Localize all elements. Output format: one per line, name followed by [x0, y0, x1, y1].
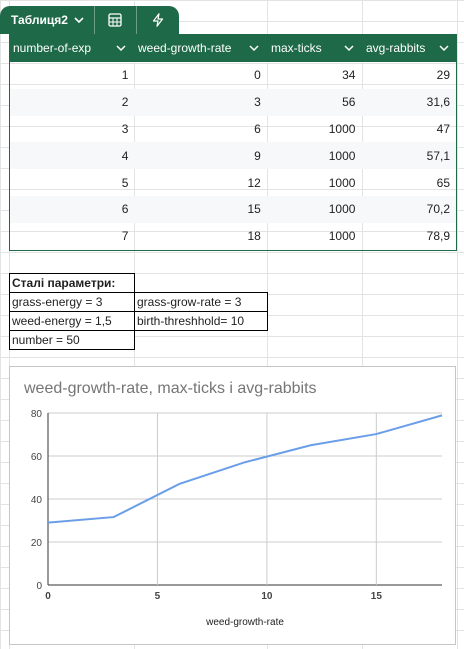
param-grass-grow-rate[interactable]: grass-grow-rate = 3	[134, 292, 268, 312]
header-avg-rabbits[interactable]: avg-rabbits	[362, 34, 457, 62]
cell[interactable]: 31,6	[426, 95, 450, 110]
table-name: Таблиця2	[11, 13, 68, 27]
header-weed-growth-rate[interactable]: weed-growth-rate	[134, 34, 267, 62]
header-label: number-of-exp	[13, 41, 92, 55]
cell[interactable]: 1000	[328, 175, 356, 190]
header-label: max-ticks	[271, 41, 322, 55]
x-tick-label: 15	[371, 591, 383, 602]
chevron-down-icon	[74, 17, 84, 23]
header-max-ticks[interactable]: max-ticks	[267, 34, 362, 62]
table-header: number-of-exp weed-growth-rate max-ticks…	[9, 34, 457, 62]
line-chart[interactable]: weed-growth-rate, max-ticks і avg-rabbit…	[9, 366, 456, 645]
cell[interactable]: 6	[121, 202, 129, 217]
cell[interactable]: 6	[254, 121, 261, 136]
cell[interactable]: 1000	[328, 229, 356, 244]
cell[interactable]: 57,1	[426, 148, 450, 163]
x-tick-label: 5	[155, 591, 161, 602]
header-label: avg-rabbits	[366, 41, 426, 55]
table-row[interactable]: 2 3 56 31,6	[10, 88, 456, 116]
x-tick-label: 0	[45, 591, 51, 602]
cell[interactable]: 4	[121, 148, 129, 163]
cell[interactable]: 1000	[328, 148, 356, 163]
cell[interactable]: 65	[436, 175, 450, 190]
param-number[interactable]: number = 50	[9, 330, 135, 350]
header-number-of-exp[interactable]: number-of-exp	[9, 34, 134, 62]
table-row[interactable]: 5 12 1000 65	[10, 169, 456, 196]
cell[interactable]: 47	[436, 121, 450, 136]
y-tick-label: 20	[31, 538, 43, 549]
cell[interactable]: 12	[247, 175, 261, 190]
table-row[interactable]: 3 6 1000 47	[10, 116, 456, 143]
table-row[interactable]: 6 15 1000 70,2	[10, 195, 456, 223]
cell[interactable]: 5	[121, 175, 129, 190]
cell[interactable]: 70,2	[426, 202, 450, 217]
cell[interactable]: 7	[121, 229, 129, 244]
cell[interactable]: 56	[342, 95, 356, 110]
cell[interactable]: 0	[254, 68, 261, 83]
table-row[interactable]: 4 9 1000 57,1	[10, 142, 456, 170]
chevron-down-icon[interactable]	[439, 45, 449, 51]
header-label: weed-growth-rate	[138, 41, 232, 55]
param-birth-threshold[interactable]: birth-threshhold= 10	[134, 311, 268, 331]
table-name-button[interactable]: Таблиця2	[0, 13, 94, 27]
y-tick-label: 80	[31, 409, 43, 420]
x-tick-label: 10	[261, 591, 273, 602]
chip-divider	[136, 6, 138, 34]
chevron-down-icon[interactable]	[116, 45, 126, 51]
calculator-icon	[108, 13, 123, 27]
cell[interactable]: 3	[254, 95, 261, 110]
cell[interactable]: 78,9	[426, 229, 450, 244]
table-row[interactable]: 1 0 34 29	[10, 62, 456, 89]
chart-plot: 0 20 40 60 80 0 5 10 15 weed-growth-rate	[31, 409, 443, 628]
x-axis-label: weed-growth-rate	[205, 617, 284, 628]
table-row[interactable]: 7 18 1000 78,9	[10, 223, 456, 250]
cell[interactable]: 9	[254, 148, 261, 163]
calculator-button[interactable]	[95, 6, 137, 34]
y-tick-label: 0	[36, 581, 42, 592]
cell[interactable]: 3	[121, 121, 129, 136]
y-tick-label: 60	[31, 452, 43, 463]
cell[interactable]: 34	[342, 68, 356, 83]
params-title[interactable]: Сталі параметри:	[9, 273, 135, 293]
param-weed-energy[interactable]: weed-energy = 1,5	[9, 311, 135, 331]
cell[interactable]: 1000	[328, 202, 356, 217]
chevron-down-icon[interactable]	[344, 45, 354, 51]
column-line	[457, 0, 458, 649]
cell[interactable]: 18	[247, 229, 261, 244]
cell[interactable]: 2	[121, 95, 129, 110]
param-grass-energy[interactable]: grass-energy = 3	[9, 292, 135, 312]
lightning-button[interactable]	[137, 6, 179, 34]
column-line	[362, 0, 363, 649]
lightning-icon	[153, 13, 164, 27]
table-body: 1 0 34 29 2 3 56 31,6 3 6 1000 47 4 9 10…	[9, 62, 457, 251]
table-chip: Таблиця2	[0, 6, 179, 34]
chart-title: weed-growth-rate, max-ticks і avg-rabbit…	[24, 380, 317, 397]
cell[interactable]: 1	[121, 68, 129, 83]
chevron-down-icon[interactable]	[249, 45, 259, 51]
series-line	[47, 414, 443, 524]
cell[interactable]: 15	[247, 202, 261, 217]
cell[interactable]: 1000	[328, 121, 356, 136]
cell[interactable]: 29	[436, 68, 450, 83]
y-tick-label: 40	[31, 495, 43, 506]
chip-divider	[93, 6, 95, 34]
